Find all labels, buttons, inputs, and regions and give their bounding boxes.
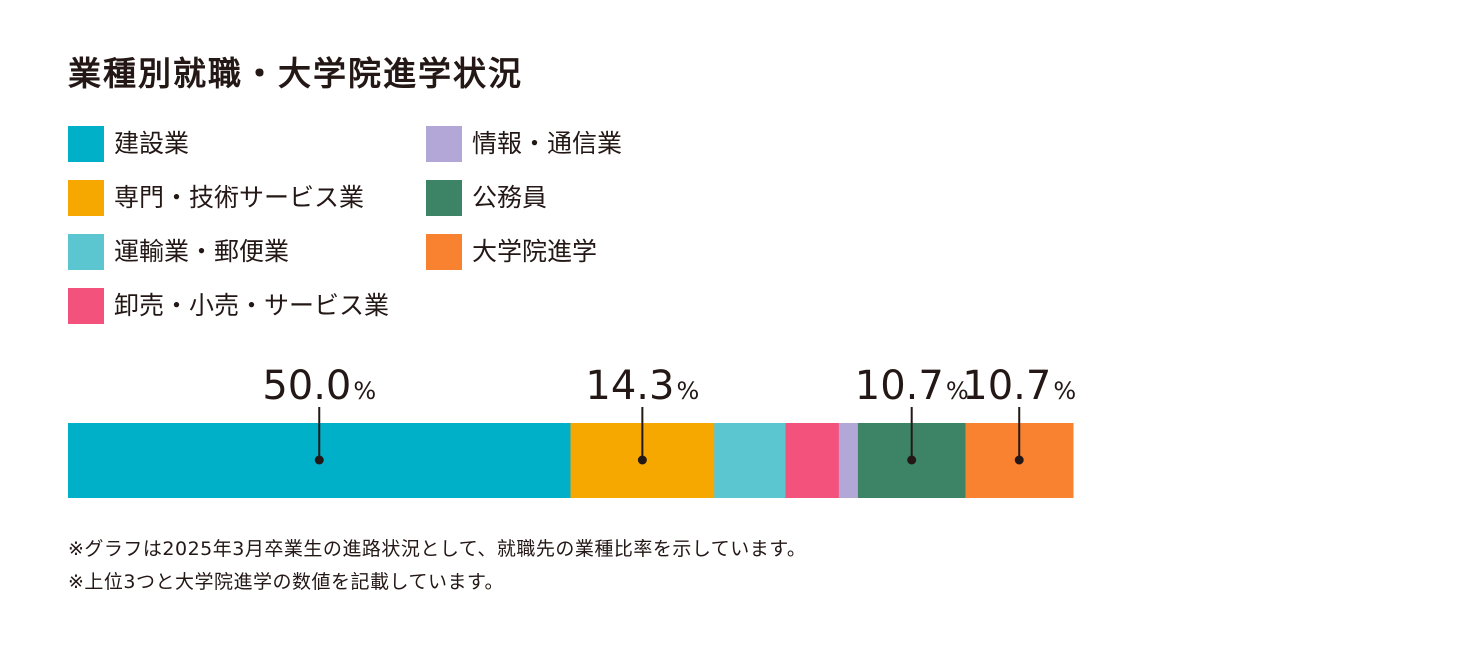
legend-label: 専門・技術サービス業 bbox=[114, 183, 365, 212]
legend-label: 卸売・小売・サービス業 bbox=[114, 291, 390, 320]
legend-label: 大学院進学 bbox=[472, 237, 598, 266]
data-label: 10.7% bbox=[855, 363, 969, 409]
legend-swatch bbox=[68, 288, 104, 324]
data-label-unit: % bbox=[1053, 377, 1076, 405]
legend-swatch bbox=[426, 180, 462, 216]
data-label-unit: % bbox=[946, 377, 969, 405]
legend-item: 建設業 bbox=[68, 126, 426, 180]
label-marker-dot bbox=[637, 455, 647, 465]
data-label: 14.3% bbox=[585, 363, 699, 409]
bar-segment bbox=[838, 423, 859, 498]
data-label: 50.0% bbox=[262, 363, 376, 409]
note-line-1: ※グラフは2025年3月卒業生の進路状況として、就職先の業種比率を示しています。 bbox=[68, 538, 807, 560]
legend-item: 公務員 bbox=[426, 180, 686, 234]
label-marker-dot bbox=[1014, 455, 1024, 465]
chart-legend: 建設業 情報・通信業専門・技術サービス業 公務員運輸業・郵便業 大学院進学卸売・小売・… bbox=[68, 126, 686, 342]
legend-item: 卸売・小売・サービス業 bbox=[68, 288, 426, 342]
chart-notes: ※グラフは2025年3月卒業生の進路状況として、就職先の業種比率を示しています。… bbox=[68, 533, 806, 599]
bar-segment bbox=[714, 423, 787, 498]
data-label-value: 14.3 bbox=[585, 363, 674, 409]
note-line-2: ※上位3つと大学院進学の数値を記載しています。 bbox=[68, 571, 505, 593]
legend-item: 運輸業・郵便業 bbox=[68, 234, 426, 288]
label-marker-dot bbox=[314, 455, 324, 465]
legend-item: 大学院進学 bbox=[426, 234, 686, 288]
label-marker-dot bbox=[907, 455, 917, 465]
data-label: 10.7% bbox=[962, 363, 1076, 409]
data-label-value: 10.7 bbox=[855, 363, 944, 409]
data-label-value: 10.7 bbox=[962, 363, 1051, 409]
legend-label: 建設業 bbox=[114, 129, 190, 158]
legend-swatch bbox=[426, 126, 462, 162]
data-label-unit: % bbox=[353, 377, 376, 405]
legend-swatch bbox=[68, 126, 104, 162]
legend-label: 公務員 bbox=[472, 183, 548, 212]
legend-label: 運輸業・郵便業 bbox=[114, 237, 290, 266]
legend-label: 情報・通信業 bbox=[472, 129, 623, 158]
legend-swatch bbox=[68, 180, 104, 216]
bar-segment bbox=[785, 423, 840, 498]
legend-swatch bbox=[68, 234, 104, 270]
data-label-value: 50.0 bbox=[262, 363, 351, 409]
legend-swatch bbox=[426, 234, 462, 270]
legend-item: 専門・技術サービス業 bbox=[68, 180, 426, 234]
legend-item: 情報・通信業 bbox=[426, 126, 686, 180]
data-label-unit: % bbox=[676, 377, 699, 405]
chart-title: 業種別就職・大学院進学状況 bbox=[68, 54, 523, 93]
